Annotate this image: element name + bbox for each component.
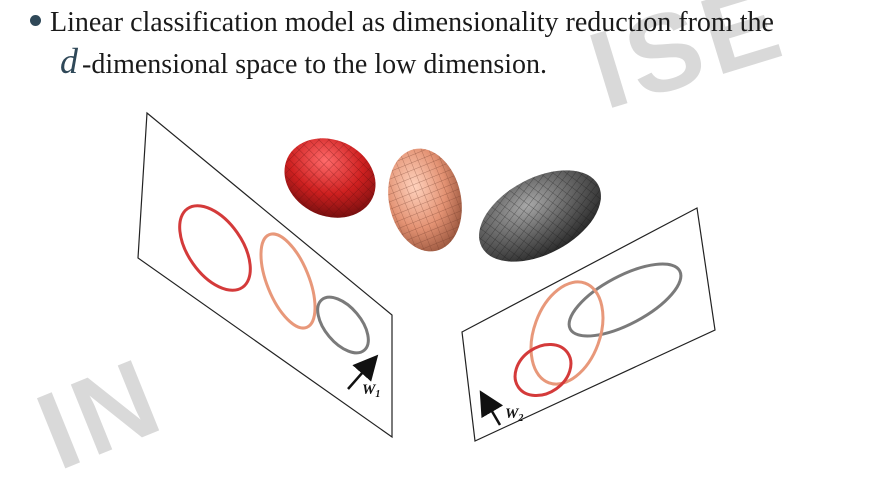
variable-d: d xyxy=(60,41,78,81)
plane-1-gray-ellipse xyxy=(316,295,370,355)
plane-2-label: W2 xyxy=(505,406,523,424)
plane-1-arrow-icon xyxy=(347,354,379,390)
projection-plane-1: W1 xyxy=(137,111,393,439)
slide: ISE IN Linear classification model as di… xyxy=(21,0,870,493)
bullet-line-1: Linear classification model as dimension… xyxy=(30,4,870,42)
plane-2-arrow-icon xyxy=(479,390,504,426)
plane-1-label: W1 xyxy=(362,382,380,400)
plane-1-red-ellipse xyxy=(178,204,252,292)
bullet-icon xyxy=(30,15,41,26)
projection-plane-2: W2 xyxy=(461,207,716,442)
plane-2-red-ellipse xyxy=(513,342,573,398)
ellipsoid-salmon xyxy=(388,148,462,252)
plane-2-gray-ellipse xyxy=(567,262,683,338)
projection-figure: W1 W2 xyxy=(137,111,716,442)
plane-1-salmon-ellipse xyxy=(259,232,317,330)
bullet-point: Linear classification model as dimension… xyxy=(30,4,870,84)
bullet-line-2: d -dimensional space to the low dimension… xyxy=(30,42,870,84)
ellipsoid-gray xyxy=(479,170,601,262)
bullet-text-1: Linear classification model as dimension… xyxy=(50,7,774,38)
bullet-text-2: -dimensional space to the low dimension. xyxy=(82,49,548,80)
ellipsoid-red xyxy=(284,138,376,218)
plane-2-salmon-ellipse xyxy=(529,280,605,386)
